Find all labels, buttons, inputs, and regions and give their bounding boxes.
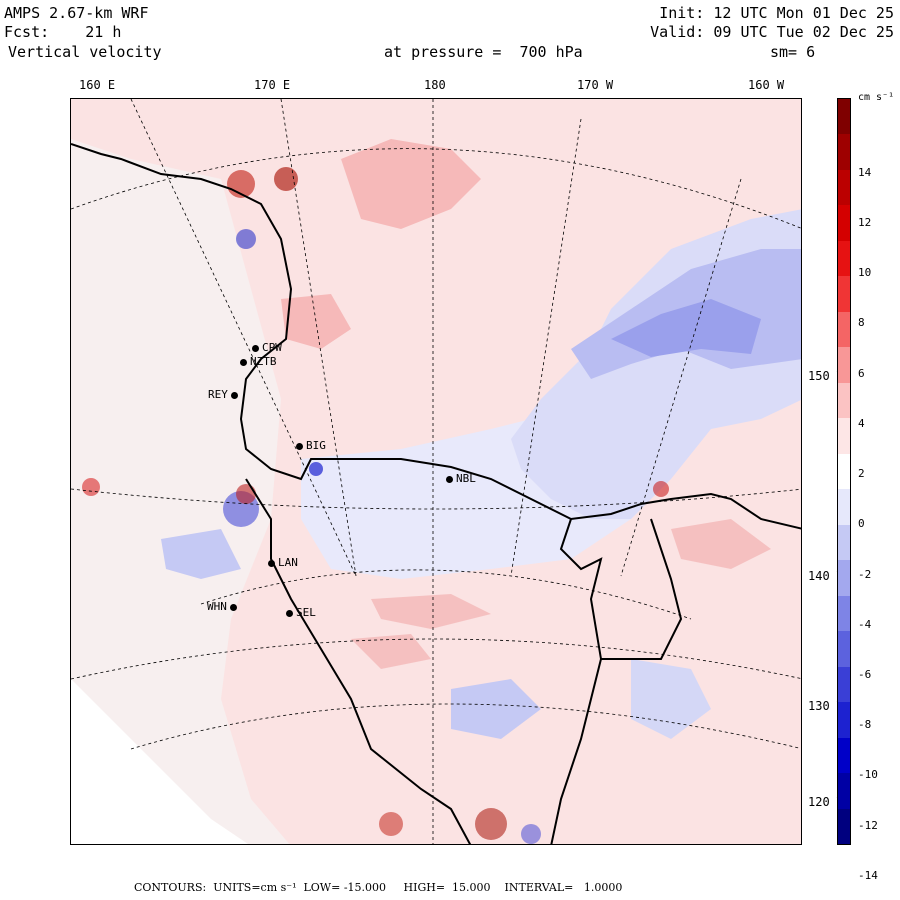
colorbar-tick-label: -10 — [858, 768, 878, 782]
station-label: NBL — [456, 472, 476, 485]
smoothing-label: sm= 6 — [770, 43, 816, 61]
station-label: REY — [208, 388, 228, 401]
lat-label-120w: 120 W — [808, 795, 845, 809]
station-marker-icon — [296, 442, 303, 450]
lat-label-150w: 150 W — [808, 369, 845, 383]
colorbar-segment — [838, 773, 850, 810]
valid-time: Valid: 09 UTC Tue 02 Dec 25 — [650, 23, 894, 41]
forecast-hour: Fcst: 21 h — [4, 23, 122, 41]
vertical-velocity-map — [70, 98, 802, 845]
station-label: WHN — [207, 600, 227, 613]
colorbar-segment — [838, 240, 850, 277]
lon-label-160w: 160 W — [748, 78, 785, 92]
station-label: CPW — [262, 341, 282, 354]
colorbar-tick-label: -8 — [858, 718, 872, 732]
colorbar-segment — [838, 134, 850, 171]
station-marker-icon — [286, 609, 293, 617]
station-label: BIG — [306, 439, 326, 452]
colorbar-segment — [838, 205, 850, 242]
colorbar-segment — [838, 524, 850, 561]
station-marker-icon — [446, 475, 453, 483]
model-title: AMPS 2.67-km WRF — [4, 4, 149, 22]
colorbar-segment — [838, 453, 850, 490]
colorbar-segment — [838, 737, 850, 774]
station-sel: SEL — [286, 606, 316, 619]
station-marker-icon — [240, 358, 247, 366]
station-big: BIG — [296, 439, 326, 452]
station-marker-icon — [230, 391, 238, 399]
colorbar-segment — [838, 276, 850, 313]
colorbar-segment — [838, 347, 850, 384]
colorbar-tick-label: 6 — [858, 366, 865, 380]
colorbar-tick-label: -4 — [858, 617, 872, 631]
colorbar-tick-label: 0 — [858, 517, 865, 531]
colorbar-segment — [838, 631, 850, 668]
field-name: Vertical velocity — [8, 43, 162, 61]
colorbar-segment — [838, 311, 850, 348]
lat-label-130w: 130 W — [808, 699, 845, 713]
colorbar-tick-label: -14 — [858, 868, 878, 882]
colorbar-tick-label: 10 — [858, 266, 872, 280]
station-nztb: NZTB — [240, 355, 277, 368]
station-rey: REY — [208, 388, 241, 401]
colorbar-tick-label: -2 — [858, 567, 872, 581]
colorbar-tick-label: 2 — [858, 467, 865, 481]
init-time: Init: 12 UTC Mon 01 Dec 25 — [659, 4, 894, 22]
colorbar-segment — [838, 418, 850, 455]
colorbar-segment — [838, 489, 850, 526]
colorbar-segment — [838, 595, 850, 632]
station-marker-icon — [252, 344, 259, 352]
colorbar-segment — [838, 382, 850, 419]
station-nbl: NBL — [446, 472, 476, 485]
colorbar-tick-label: 12 — [858, 215, 872, 229]
station-label: SEL — [296, 606, 316, 619]
pressure-level: at pressure = 700 hPa — [384, 43, 583, 61]
colorbar-segment — [838, 169, 850, 206]
colorbar-segment — [838, 808, 850, 845]
colorbar-tick-label: -12 — [858, 818, 878, 832]
lon-label-160e: 160 E — [79, 78, 116, 92]
colorbar-segment — [838, 666, 850, 703]
map-canvas — [71, 99, 801, 844]
colorbar-segment — [838, 99, 850, 135]
colorbar-tick-label: 8 — [858, 316, 865, 330]
lat-label-140w: 140 W — [808, 569, 845, 583]
contour-info: CONTOURS: UNITS=cm s⁻¹ LOW= -15.000 HIGH… — [134, 881, 623, 894]
station-whn: WHN — [207, 600, 240, 613]
lon-label-170e: 170 E — [254, 78, 291, 92]
station-label: NZTB — [250, 355, 277, 368]
colorbar-units: cm s⁻¹ — [858, 92, 895, 103]
lon-label-170w: 170 W — [577, 78, 614, 92]
colorbar-segment — [838, 560, 850, 597]
colorbar-tick-label: -6 — [858, 668, 872, 682]
station-marker-icon — [268, 559, 275, 567]
colorbar-tick-label: 14 — [858, 165, 872, 179]
station-lan: LAN — [268, 556, 298, 569]
station-label: LAN — [278, 556, 298, 569]
lon-label-180: 180 — [424, 78, 446, 92]
colorbar — [837, 98, 851, 845]
station-marker-icon — [229, 603, 237, 611]
colorbar-segment — [838, 702, 850, 739]
station-cpw: CPW — [252, 341, 282, 354]
colorbar-tick-label: 4 — [858, 416, 865, 430]
